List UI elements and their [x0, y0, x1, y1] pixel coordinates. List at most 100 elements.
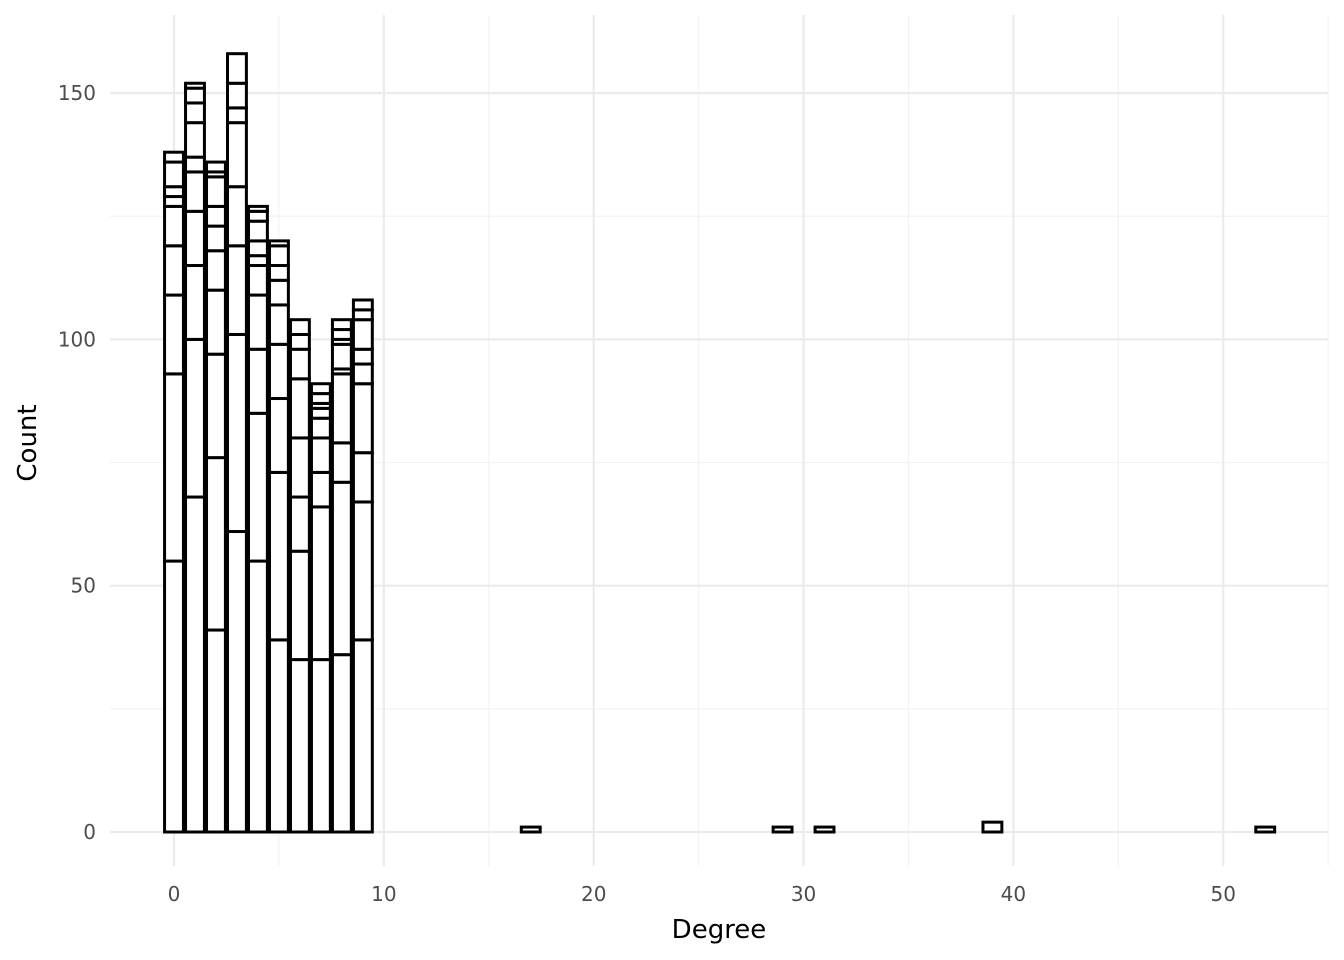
- bar-segment: [267, 342, 290, 401]
- bar-segment: [267, 239, 290, 248]
- bar-segment: [205, 628, 227, 834]
- bar-segment: [288, 377, 311, 440]
- y-axis-ticks: 0 50 100 150: [58, 81, 96, 844]
- bar-segment: [226, 332, 248, 534]
- bar-segment: [351, 347, 374, 366]
- x-tick-label: 50: [1211, 882, 1236, 906]
- x-tick-label: 20: [581, 882, 606, 906]
- bar-segment: [309, 505, 332, 662]
- bar-segment: [351, 638, 374, 834]
- histogram-bar: [351, 298, 374, 834]
- x-tick-label: 40: [1001, 882, 1026, 906]
- bar-segment: [184, 337, 206, 499]
- bar-segment: [205, 224, 227, 253]
- bar-segment: [309, 436, 332, 474]
- bar-segment: [267, 638, 290, 834]
- bar-segment: [288, 332, 311, 351]
- bar-segment: [351, 298, 374, 312]
- bar-segment: [205, 288, 227, 356]
- bar-segment: [205, 456, 227, 632]
- histogram-bar: [163, 150, 185, 834]
- bar-segment: [267, 264, 290, 282]
- bar-segment: [163, 559, 185, 834]
- bar-segment: [184, 495, 206, 834]
- bar-segment: [163, 293, 185, 376]
- bar-segment: [205, 249, 227, 292]
- bar-segment: [184, 101, 206, 125]
- histogram-bar: [184, 81, 206, 834]
- bar-segment: [226, 244, 248, 336]
- bar-segment: [330, 372, 353, 445]
- bar-segment: [288, 495, 311, 553]
- x-axis-ticks: 0 10 20 30 40 50: [168, 882, 1236, 906]
- bar-segment: [163, 160, 185, 189]
- bar-segment: [288, 347, 311, 381]
- bar-segment: [205, 204, 227, 228]
- x-tick-label: 0: [168, 882, 181, 906]
- histogram-bar: [267, 239, 290, 834]
- bar-segment: [205, 352, 227, 460]
- bar-segment: [226, 106, 248, 125]
- bar-segment: [226, 121, 248, 189]
- x-axis-title: Degree: [672, 915, 767, 945]
- bar-segment: [351, 451, 374, 504]
- bar-segment: [309, 658, 332, 834]
- bar-segment: [330, 342, 353, 371]
- histogram-bar: [288, 318, 311, 834]
- histogram-bar: [246, 204, 269, 834]
- bar-segment: [288, 658, 311, 834]
- bar-segment: [184, 155, 206, 174]
- bar-segment: [205, 160, 227, 174]
- histogram-bar: [226, 52, 248, 834]
- bar-segment: [163, 244, 185, 297]
- histogram-bar: [330, 318, 353, 834]
- histogram-bar: [981, 820, 1004, 834]
- histogram-bar: [1254, 825, 1277, 834]
- bar-segment: [309, 416, 332, 440]
- bar-segment: [246, 239, 269, 258]
- bar-segment: [246, 347, 269, 415]
- histogram-bar: [309, 382, 332, 834]
- bar-segment: [330, 480, 353, 657]
- histogram-bar: [813, 825, 836, 834]
- bar-segment: [184, 86, 206, 105]
- bar-segment: [330, 441, 353, 484]
- bar-segment: [246, 293, 269, 351]
- bar-segment: [246, 264, 269, 297]
- bar-segment: [351, 362, 374, 386]
- bar-segment: [267, 303, 290, 346]
- y-axis-title: Count: [13, 404, 43, 481]
- y-tick-label: 50: [71, 574, 96, 598]
- bar-segment: [246, 204, 269, 213]
- bar-segment: [226, 81, 248, 110]
- bar-segment: [288, 318, 311, 336]
- bar-segment: [163, 372, 185, 563]
- bar-segment: [163, 150, 185, 164]
- bar-segment: [288, 549, 311, 662]
- bar-segment: [163, 204, 185, 248]
- bar-segment: [184, 121, 206, 159]
- bar-segment: [246, 219, 269, 243]
- bars: [163, 52, 1277, 834]
- bar-segment: [351, 382, 374, 455]
- bar-segment: [267, 278, 290, 307]
- bar-segment: [184, 264, 206, 341]
- bar-segment: [288, 436, 311, 499]
- bar-segment: [226, 530, 248, 834]
- bar-segment: [226, 185, 248, 248]
- bar-segment: [981, 820, 1004, 834]
- bar-segment: [184, 81, 206, 90]
- bar-segment: [351, 500, 374, 642]
- bar-segment: [351, 318, 374, 351]
- bar-segment: [226, 52, 248, 85]
- histogram-bar: [771, 825, 794, 834]
- y-tick-label: 0: [83, 820, 96, 844]
- histogram-bar: [205, 160, 227, 834]
- bar-segment: [330, 318, 353, 332]
- histogram-bar: [519, 825, 542, 834]
- bar-segment: [519, 825, 542, 834]
- bar-segment: [1254, 825, 1277, 834]
- bar-segment: [309, 470, 332, 509]
- bar-segment: [267, 470, 290, 642]
